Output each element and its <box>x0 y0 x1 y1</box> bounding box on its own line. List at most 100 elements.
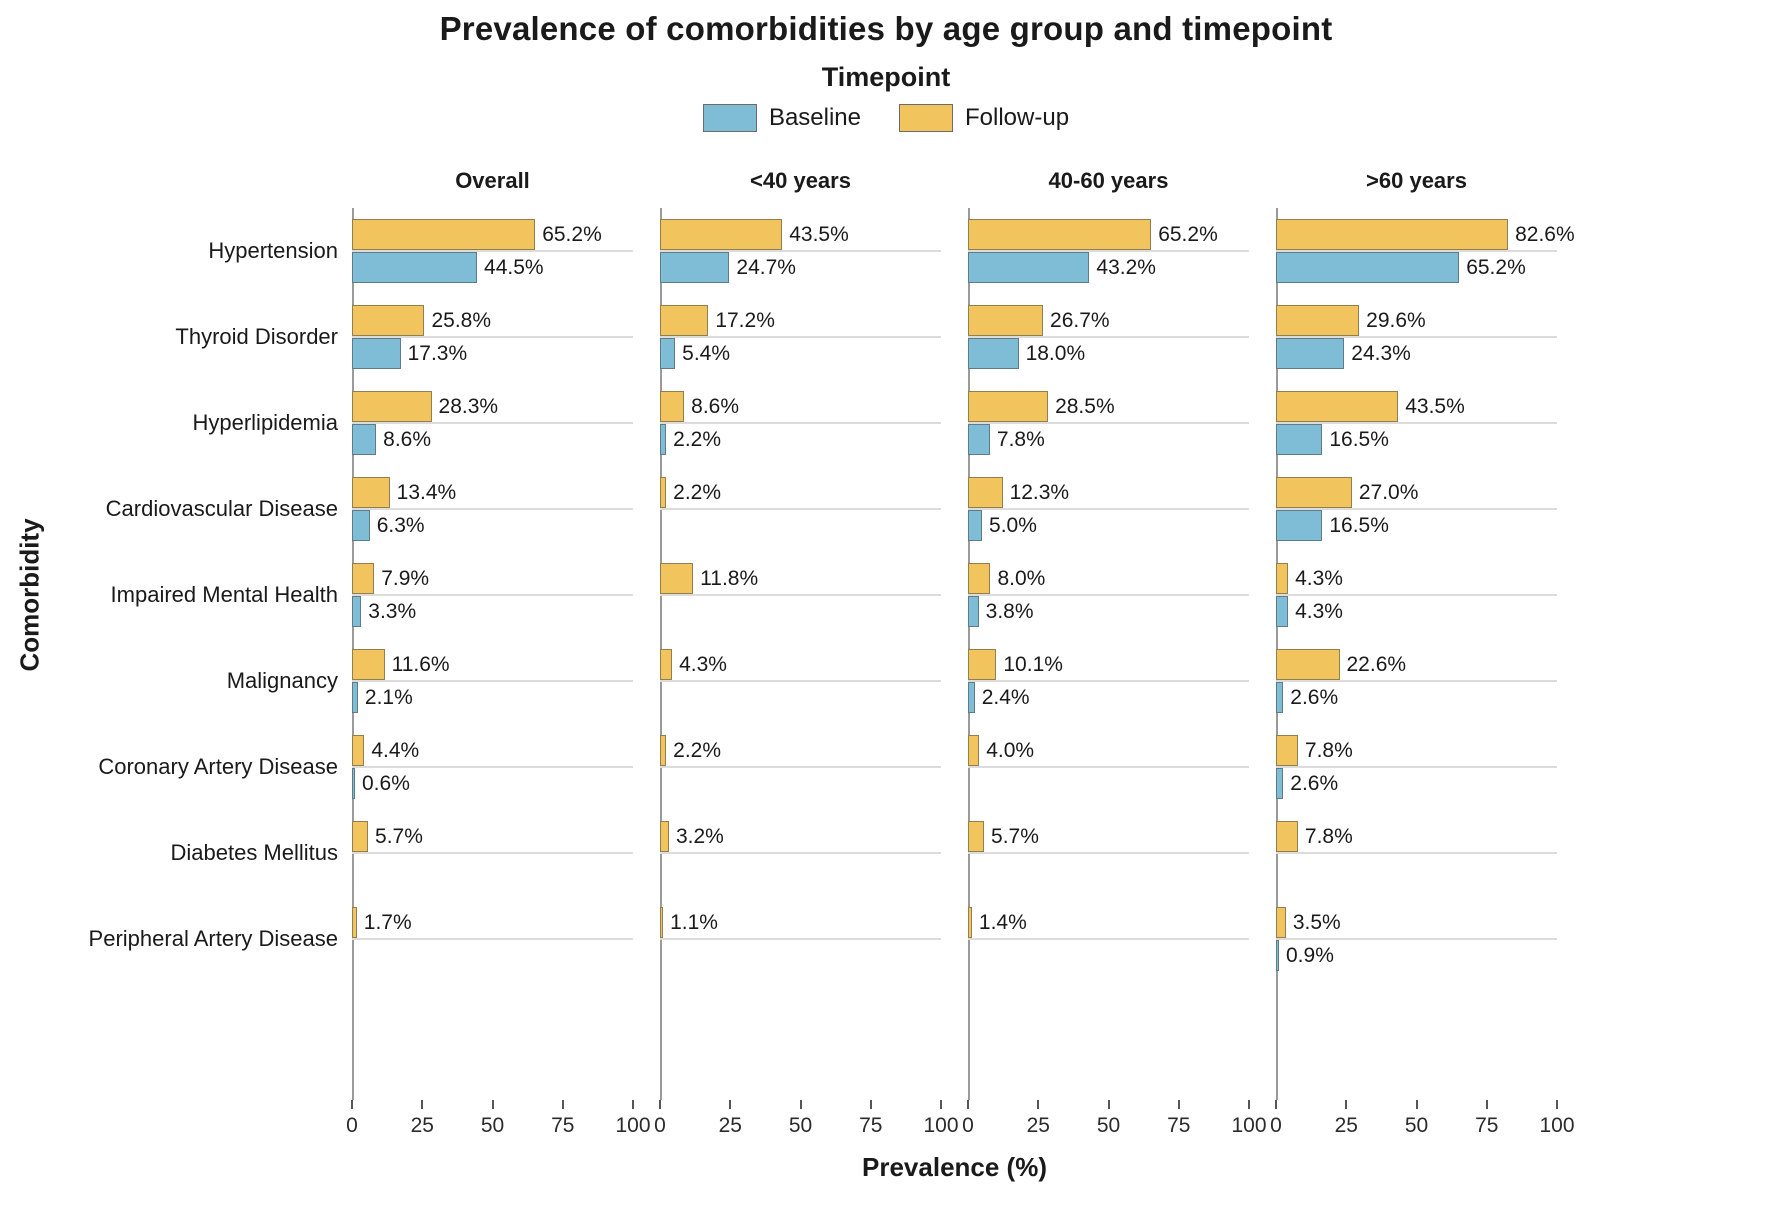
category-row-coronary-artery-disease-40-60-years: 4.0% <box>968 724 1249 810</box>
bar-value-label: 11.8% <box>700 566 759 590</box>
x-tick-mark <box>1248 1100 1250 1109</box>
bar-follow-up <box>660 219 783 250</box>
x-tick-mark <box>729 1100 732 1109</box>
bar-value-label: 2.4% <box>981 685 1030 709</box>
bar-value-label: 1.4% <box>978 910 1027 934</box>
bar-value-label: 1.7% <box>363 910 412 934</box>
category-label-hyperlipidemia: Hyperlipidemia <box>192 410 338 435</box>
bar-value-label: 2.2% <box>673 738 722 762</box>
x-tick-mark <box>659 1100 661 1109</box>
x-tick-label: 25 <box>718 1114 742 1137</box>
category-row-diabetes-mellitus-overall: 5.7% <box>352 810 633 896</box>
gridline <box>1276 938 1557 940</box>
legend-label: Baseline <box>768 104 861 131</box>
x-tick-mark <box>1485 1100 1488 1109</box>
bar-follow-up <box>352 907 357 938</box>
bar-value-label: 2.6% <box>1290 771 1339 795</box>
gridline <box>968 938 1249 940</box>
bar-follow-up <box>660 821 669 852</box>
bar-baseline <box>968 338 1019 369</box>
category-row-hypertension-40-60-years: 65.2% 43.2% <box>968 208 1249 294</box>
x-tick-mark <box>421 1100 424 1109</box>
facet-header-40-years: <40 years <box>750 168 851 193</box>
x-tick-mark <box>1177 1100 1180 1109</box>
bar-value-label: 43.5% <box>789 222 849 246</box>
category-row-malignancy-60-years: 22.6% 2.6% <box>1276 638 1557 724</box>
x-tick-label: 100 <box>923 1114 959 1137</box>
bar-follow-up <box>352 649 385 680</box>
bar-value-label: 8.0% <box>997 566 1046 590</box>
bar-baseline <box>352 424 377 455</box>
category-row-peripheral-artery-disease-overall: 1.7% <box>352 896 633 982</box>
gridline <box>1276 422 1557 424</box>
gridline <box>352 680 633 682</box>
bar-baseline <box>352 682 358 713</box>
bar-value-label: 26.7% <box>1050 308 1110 332</box>
gridline <box>1276 766 1557 768</box>
category-row-cardiovascular-disease-40-60-years: 12.3% 5.0% <box>968 466 1249 552</box>
bar-value-label: 82.6% <box>1515 222 1575 246</box>
bar-value-label: 7.8% <box>1304 824 1353 848</box>
category-row-thyroid-disorder-overall: 25.8% 17.3% <box>352 294 633 380</box>
bar-value-label: 0.9% <box>1286 943 1334 967</box>
gridline <box>968 852 1249 854</box>
gridline <box>352 422 633 424</box>
x-tick-mark <box>1556 1100 1558 1109</box>
bar-value-label: 17.3% <box>407 341 468 365</box>
bar-value-label: 7.9% <box>381 566 430 590</box>
bar-value-label: 27.0% <box>1358 480 1419 504</box>
category-label-thyroid-disorder: Thyroid Disorder <box>175 324 338 349</box>
gridline <box>1276 680 1557 682</box>
gridline <box>660 766 941 768</box>
bar-baseline <box>660 252 730 283</box>
bar-value-label: 65.2% <box>1158 222 1218 246</box>
gridline <box>968 766 1249 768</box>
bar-baseline <box>1276 768 1284 799</box>
x-tick-label: 50 <box>480 1114 505 1137</box>
category-row-peripheral-artery-disease-40-60-years: 1.4% <box>968 896 1249 982</box>
bar-baseline <box>1276 682 1284 713</box>
x-tick-mark <box>1345 1100 1348 1109</box>
bar-follow-up <box>1276 305 1360 336</box>
bar-value-label: 7.8% <box>996 427 1045 451</box>
bar-baseline <box>660 424 667 455</box>
bar-follow-up <box>968 735 980 766</box>
facet-header-40-60-years: 40-60 years <box>1048 168 1169 193</box>
gridline <box>352 766 633 768</box>
gridline <box>660 594 941 596</box>
x-tick-label: 75 <box>1475 1114 1499 1137</box>
bar-follow-up <box>352 477 390 508</box>
gridline <box>968 422 1249 424</box>
bar-follow-up <box>660 305 709 336</box>
category-row-coronary-artery-disease-overall: 4.4% 0.6% <box>352 724 633 810</box>
gridline <box>660 336 941 338</box>
legend-swatch-baseline-icon <box>702 104 757 132</box>
bar-value-label: 65.2% <box>542 222 602 246</box>
category-row-cardiovascular-disease-60-years: 27.0% 16.5% <box>1276 466 1557 552</box>
bar-value-label: 65.2% <box>1466 255 1526 279</box>
bar-value-label: 16.5% <box>1329 427 1389 451</box>
bar-follow-up <box>968 391 1049 422</box>
x-tick-mark <box>632 1100 634 1109</box>
bar-follow-up <box>1276 477 1352 508</box>
category-row-malignancy-40-years: 4.3% <box>660 638 941 724</box>
bar-baseline <box>660 338 676 369</box>
bar-baseline <box>968 424 990 455</box>
gridline <box>352 594 633 596</box>
gridline <box>352 852 633 854</box>
bar-follow-up <box>968 821 985 852</box>
category-row-coronary-artery-disease-60-years: 7.8% 2.6% <box>1276 724 1557 810</box>
bar-baseline <box>352 768 355 799</box>
gridline <box>1276 336 1557 338</box>
legend-label: Follow-up <box>965 104 1070 131</box>
bar-follow-up <box>1276 219 1509 250</box>
bar-baseline <box>1276 940 1279 971</box>
bar-baseline <box>352 252 478 283</box>
legend: Baseline Follow-up <box>0 100 1772 136</box>
legend-item-follow-up: Follow-up <box>899 104 1069 132</box>
gridline <box>1276 508 1557 510</box>
bar-follow-up <box>1276 907 1286 938</box>
x-tick-label: 25 <box>1026 1114 1050 1137</box>
x-tick-mark <box>1107 1100 1110 1109</box>
